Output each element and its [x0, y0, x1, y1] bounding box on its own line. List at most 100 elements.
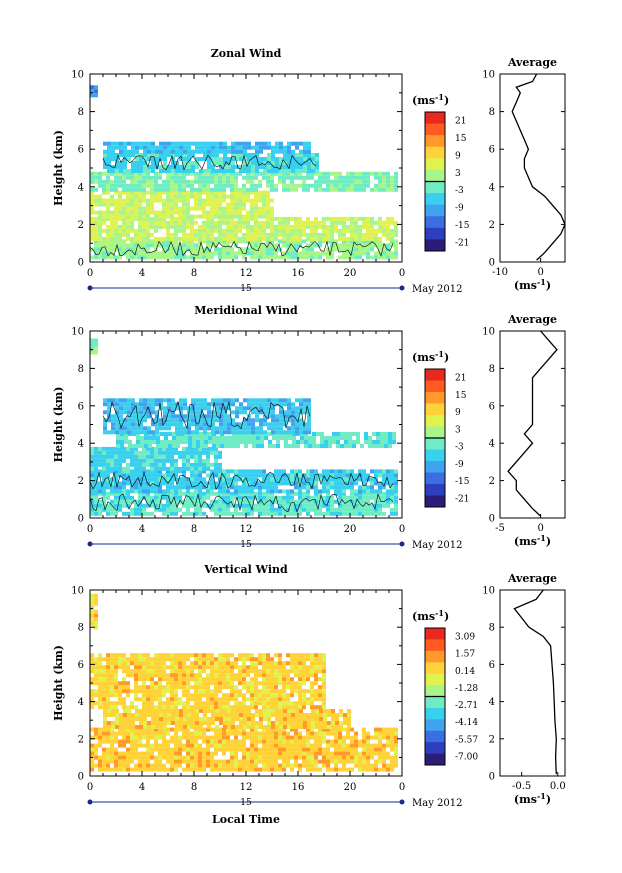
heatmap-cell [252, 440, 256, 444]
heatmap-cell [235, 149, 239, 154]
heatmap-cell [151, 713, 155, 717]
heatmap-cell [114, 735, 118, 740]
heatmap-cell [114, 673, 118, 678]
heatmap-cell [98, 175, 102, 180]
heatmap-cell [258, 232, 262, 237]
heatmap-cell [326, 511, 330, 516]
heatmap-cell [254, 507, 258, 512]
heatmap-cell [254, 477, 258, 482]
heatmap-cell [98, 665, 102, 670]
heatmap-cell [115, 398, 119, 403]
heatmap-cell [178, 751, 182, 756]
heatmap-cell [230, 673, 234, 678]
heatmap-cell [146, 183, 150, 188]
heatmap-cell [162, 183, 166, 188]
heatmap-cell [114, 190, 118, 195]
x-tick-label: 8 [191, 524, 197, 535]
heatmap-cell [306, 495, 310, 500]
heatmap-cell [174, 653, 178, 658]
heatmap-cell [346, 255, 350, 260]
heatmap-cell [258, 759, 262, 764]
heatmap-cell [246, 755, 250, 760]
heatmap-cell [191, 161, 195, 165]
heatmap-cell [382, 224, 386, 229]
heatmap-cell [266, 669, 270, 674]
heatmap-cell [386, 499, 390, 504]
heatmap-cell [299, 713, 303, 717]
heatmap-cell [154, 507, 158, 512]
heatmap-cell [127, 153, 131, 157]
heatmap-cell [246, 220, 250, 225]
heatmap-cell [250, 489, 254, 494]
heatmap-cell [298, 673, 302, 678]
heatmap-cell [290, 481, 294, 486]
heatmap-cell [298, 224, 302, 229]
heatmap-cell [263, 717, 267, 721]
heatmap-cell [215, 161, 219, 165]
heatmap-cell [342, 481, 346, 486]
heatmap-cell [195, 406, 199, 411]
heatmap-cell [392, 432, 396, 436]
heatmap-cell [154, 466, 158, 471]
heatmap-cell [338, 751, 342, 756]
heatmap-cell [198, 232, 202, 237]
heatmap-cell [186, 450, 190, 455]
heatmap-cell [222, 469, 226, 474]
heatmap-cell [206, 466, 210, 471]
heatmap-cell [90, 236, 94, 241]
heatmap-cell [118, 458, 122, 463]
heatmap-cell [270, 503, 274, 508]
heatmap-cell [314, 503, 318, 508]
heatmap-cell [358, 179, 362, 184]
heatmap-cell [382, 755, 386, 760]
heatmap-cell [334, 216, 338, 221]
heatmap-cell [158, 450, 162, 455]
heatmap-cell [239, 141, 243, 146]
heatmap-cell [218, 228, 222, 233]
heatmap-cell [102, 255, 106, 260]
heatmap-cell [278, 495, 282, 500]
heatmap-cell [186, 755, 190, 760]
heatmap-cell [378, 489, 382, 494]
heatmap-cell [194, 450, 198, 455]
heatmap-cell [126, 731, 130, 736]
heatmap-cell [146, 491, 150, 496]
heatmap-cell [122, 239, 126, 244]
heatmap-cell [394, 485, 398, 490]
heatmap-cell [287, 402, 291, 407]
heatmap-cell [376, 432, 380, 436]
heatmap-cell [126, 491, 130, 496]
heatmap-cell [138, 255, 142, 260]
heatmap-cell [310, 469, 314, 474]
heatmap-cell [354, 759, 358, 764]
heatmap-cell [154, 657, 158, 662]
heatmap-cell [323, 721, 327, 725]
heatmap-cell [198, 653, 202, 658]
heatmap-cell [182, 171, 186, 176]
heatmap-cell [199, 418, 203, 423]
heatmap-cell [134, 469, 138, 474]
heatmap-cell [155, 149, 159, 154]
heatmap-cell [194, 469, 198, 474]
heatmap-cell [210, 669, 214, 674]
heatmap-cell [214, 171, 218, 176]
heatmap-cell [283, 422, 287, 427]
heatmap-cell [350, 755, 354, 760]
heatmap-cell [131, 141, 135, 146]
heatmap-cell [283, 410, 287, 415]
heatmap-cell [303, 430, 307, 435]
heatmap-cell [134, 214, 138, 219]
heatmap-cell [139, 426, 143, 431]
heatmap-cell [230, 763, 234, 768]
heatmap-cell [195, 721, 199, 725]
heatmap-cell [314, 747, 318, 752]
heatmap-cell [94, 747, 98, 752]
heatmap-cell [142, 251, 146, 256]
heatmap-cell [150, 511, 154, 516]
heatmap-cell [154, 194, 158, 199]
colorbar-segment [425, 204, 445, 217]
heatmap-cell [230, 665, 234, 670]
heatmap-cell [276, 436, 280, 440]
heatmap-cell [107, 721, 111, 725]
heatmap-cell [94, 763, 98, 768]
